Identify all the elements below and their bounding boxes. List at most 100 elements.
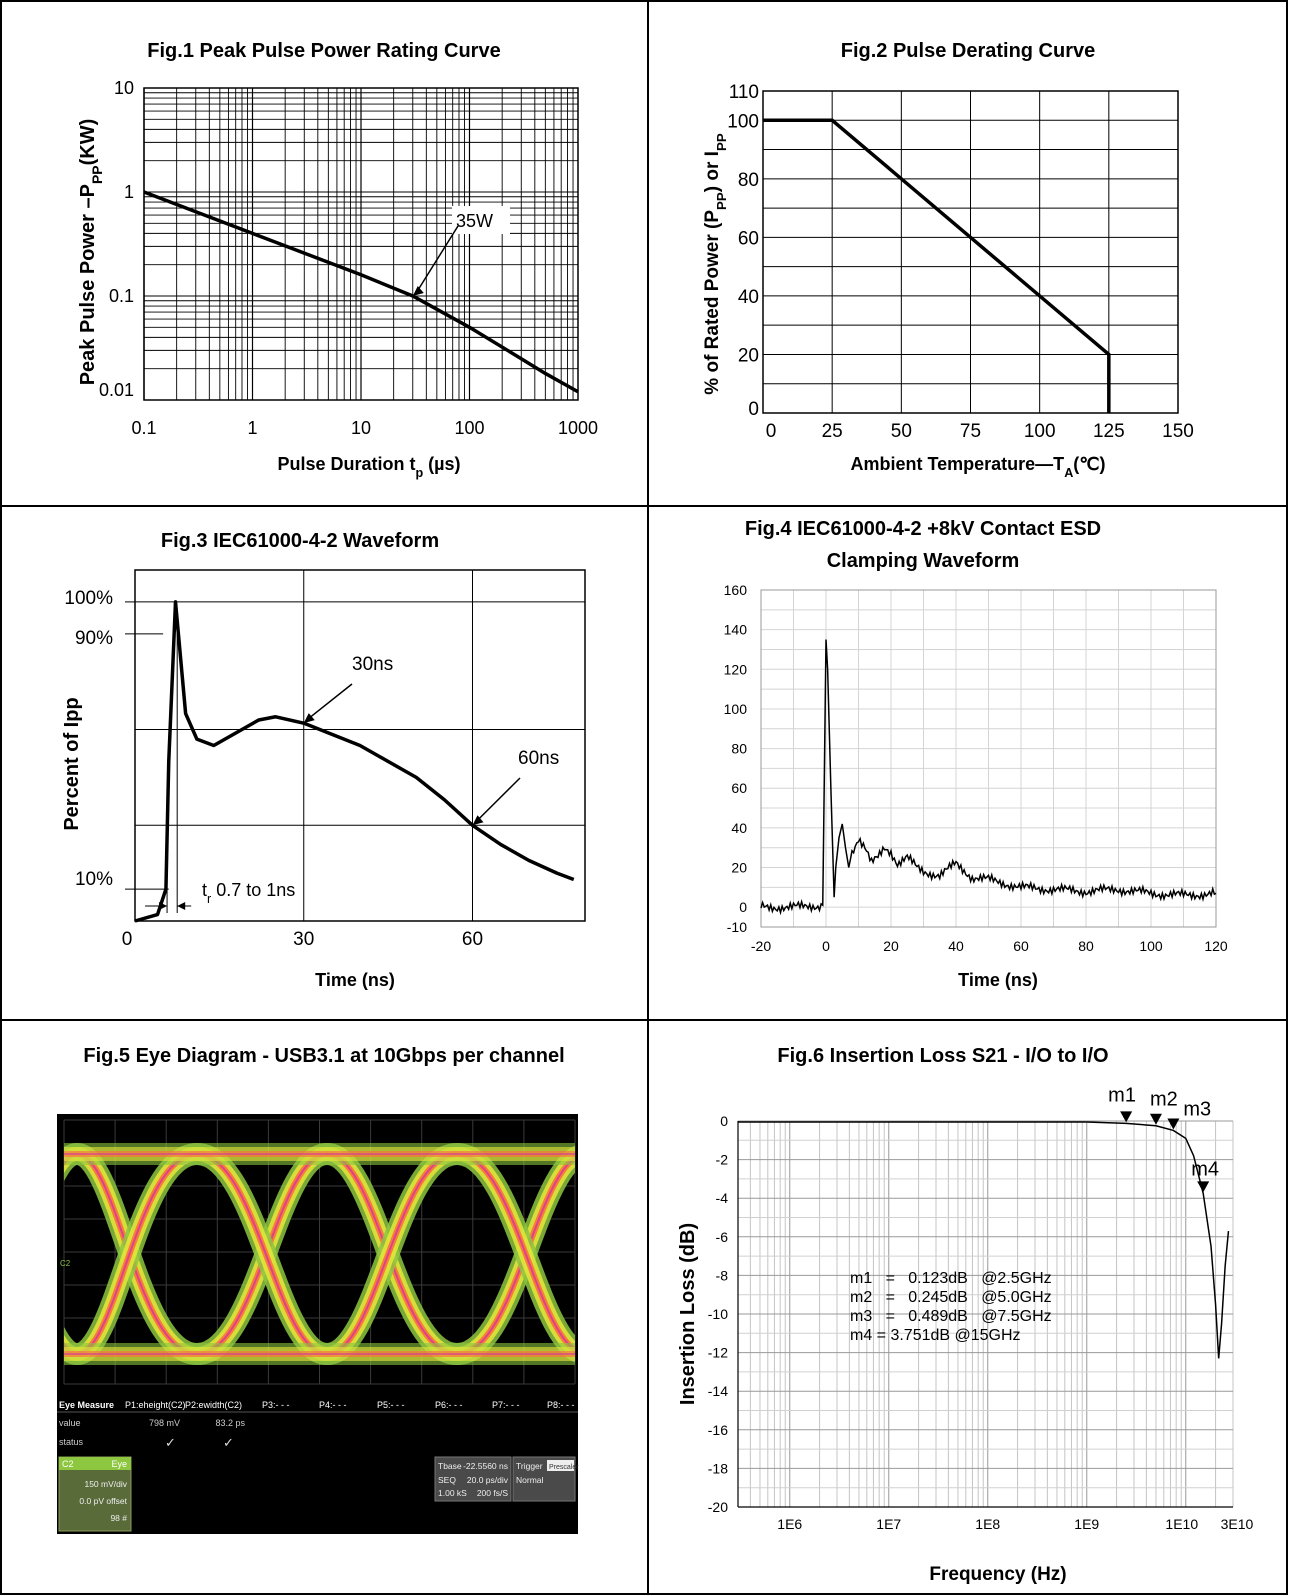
y-tick-label: 80	[731, 741, 747, 757]
annotation-arrow	[475, 777, 521, 822]
y-tick-label: -12	[708, 1345, 728, 1361]
y-tick-label: 10	[114, 78, 134, 98]
annotation-30ns: 30ns	[352, 654, 393, 675]
x-tick-label: 25	[822, 421, 843, 442]
annotation-rise-time: tr 0.7 to 1ns	[202, 880, 295, 906]
measure-value-p2: 83.2 ps	[215, 1418, 245, 1428]
trigger-tag	[547, 1460, 574, 1471]
channel-marker: C2	[60, 1259, 71, 1268]
x-tick-label: 100	[454, 418, 484, 438]
trigger-prescaler: Prescaler	[549, 1464, 579, 1471]
marker-label-m4: m4	[1191, 1158, 1219, 1180]
arrow-head	[303, 713, 315, 724]
y-axis-label: Percent of Ipp	[61, 697, 83, 830]
x-tick-label: 1E7	[876, 1516, 901, 1532]
x-axis-label: Time (ns)	[315, 970, 395, 990]
x-tick-label: 0	[122, 929, 133, 950]
y-tick-label: 60	[731, 780, 747, 796]
marker-m3	[1167, 1118, 1180, 1130]
y-tick-label: 160	[724, 582, 748, 598]
x-tick-label: 20	[883, 938, 899, 954]
measure-header: P8:- - -	[547, 1400, 575, 1410]
status-check-p1: ✓	[165, 1435, 176, 1450]
fig4-title: Fig.4 IEC61000-4-2 +8kV Contact ESD	[744, 518, 1102, 540]
x-tick-label: 60	[1013, 938, 1029, 954]
plot-frame	[143, 87, 579, 401]
timebase-box	[434, 1456, 512, 1502]
fig4-chart: -20 0 20 40 60 80 100 120 -10 0 20 40 60 80 100 120 140 1…	[724, 582, 1228, 990]
eye-trace	[456, 1153, 575, 1351]
channel-box-scale: 150 mV/div	[84, 1479, 127, 1489]
series-line	[143, 190, 579, 394]
plot-frame	[760, 589, 1217, 928]
channel-box-offset: 0.0 pV offset	[79, 1496, 127, 1506]
marker-m2	[1149, 1113, 1162, 1125]
y-tick-label: -10	[708, 1306, 728, 1322]
plot-frame	[134, 569, 586, 922]
x-tick-label: 60	[462, 929, 483, 950]
timebase-label: Tbase	[438, 1461, 462, 1471]
fig2-chart: 0 25 50 75 100 125 150 0 20 40 60 80 100 110 Ambient T…	[702, 82, 1194, 480]
annotation-35w: 35W	[456, 211, 493, 231]
y-tick-label: -14	[708, 1383, 728, 1399]
y-tick-label: 90%	[75, 628, 113, 649]
channel-box-header	[59, 1457, 131, 1470]
trigger-label: Trigger	[516, 1461, 543, 1471]
series-line	[134, 600, 575, 923]
x-tick-label: 10	[351, 418, 371, 438]
x-tick-label: 120	[1204, 938, 1228, 954]
arrow-head	[472, 815, 484, 826]
measure-value-p1: 798 mV	[149, 1418, 180, 1428]
series-line	[760, 639, 1217, 916]
marker-readout: m3 = 0.489dB @7.5GHz	[850, 1308, 1052, 1325]
y-tick-label: 60	[738, 228, 759, 249]
y-tick-label: 100	[727, 111, 759, 132]
timebase-mode: SEQ	[438, 1475, 456, 1485]
annotation-arrow	[416, 225, 459, 293]
fig6-title: Fig.6 Insertion Loss S21 - I/O to I/O	[777, 1045, 1109, 1067]
marker-label-m2: m2	[1150, 1089, 1178, 1111]
series-line	[763, 118, 1111, 413]
y-tick-label: 100%	[64, 588, 113, 609]
annotation-box	[452, 206, 510, 234]
y-axis-label: Peak Pulse Power –PPP(KW)	[77, 119, 105, 386]
marker-m1	[1120, 1111, 1133, 1123]
marker-m4	[1197, 1181, 1210, 1193]
timebase-scale: 20.0 ps/div	[467, 1475, 509, 1485]
fig1-chart: 0.1 1 10 100 1000 0.01 0.1 1 10 35W Pulse Duration…	[77, 78, 598, 480]
y-tick-label: 80	[738, 170, 759, 191]
fig1-title: Fig.1 Peak Pulse Power Rating Curve	[147, 40, 501, 62]
annotation-60ns: 60ns	[518, 748, 559, 769]
measure-header: P5:- - -	[377, 1400, 405, 1410]
fig3-chart: 0 30 60 10% 90% 100% 30ns 60ns tr 0.7 to 1ns Time…	[61, 569, 586, 990]
x-axis-label: Ambient Temperature—TA(℃)	[850, 454, 1105, 480]
x-tick-label: 40	[948, 938, 964, 954]
fig5-eye-diagram: C2 Eye Measure P1:eheight(C2) P2:ewidth(C2)…	[57, 1114, 579, 1534]
annotation-arrow	[307, 683, 353, 720]
x-tick-label: 50	[891, 421, 912, 442]
y-tick-label: -6	[716, 1229, 729, 1245]
x-tick-label: 1	[247, 418, 257, 438]
x-tick-label: 80	[1078, 938, 1094, 954]
x-axis-label: Frequency (Hz)	[929, 1564, 1066, 1585]
channel-box-count: 98 #	[110, 1513, 127, 1523]
x-tick-label: 100	[1024, 421, 1056, 442]
y-tick-label: 120	[724, 661, 748, 677]
y-tick-label: 20	[731, 860, 747, 876]
y-tick-label: -4	[716, 1190, 729, 1206]
y-tick-label: 20	[738, 345, 759, 366]
measure-header: P6:- - -	[435, 1400, 463, 1410]
channel-box-mode: Eye	[111, 1459, 127, 1469]
y-tick-label: -16	[708, 1422, 728, 1438]
x-axis-label: Time (ns)	[958, 970, 1038, 990]
x-tick-label: 125	[1093, 421, 1125, 442]
measure-header: P4:- - -	[319, 1400, 347, 1410]
y-axis-label: % of Rated Power (PPP) or IPP	[702, 133, 729, 395]
x-tick-label: 1000	[558, 418, 598, 438]
x-tick-label: 150	[1162, 421, 1194, 442]
x-axis-label: Pulse Duration tp (µs)	[277, 454, 460, 480]
timebase-delay: -22.5560 ns	[463, 1461, 508, 1471]
x-tick-label: 1E10	[1165, 1516, 1198, 1532]
y-tick-label: -10	[727, 919, 747, 935]
